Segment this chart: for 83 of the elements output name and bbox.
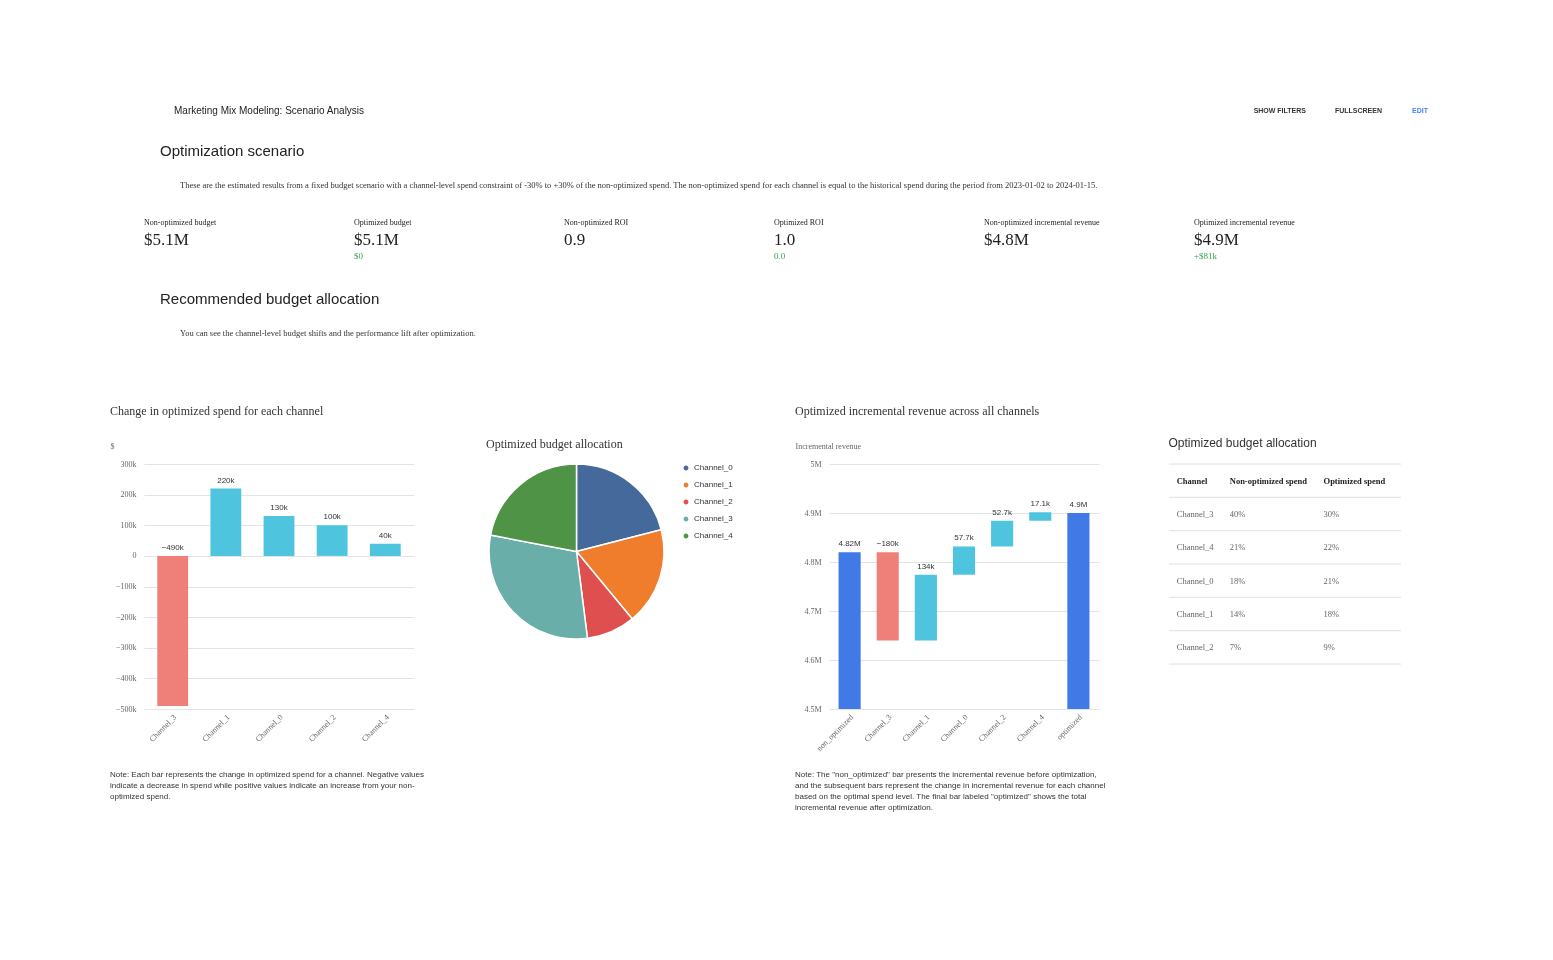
legend-label: Channel_0 — [694, 463, 734, 472]
y-tick-label: −200k — [115, 612, 137, 622]
text: Channel_2 — [1176, 642, 1214, 653]
data-label: 100k — [323, 512, 342, 522]
text: Recommended budget allocation — [160, 290, 380, 307]
chart-title: Change in optimized spend for each channel — [110, 404, 324, 418]
bar — [263, 516, 295, 556]
data-label: 17.1k — [1030, 499, 1052, 509]
y-tick-label: −400k — [115, 673, 137, 683]
text: Optimized budget — [354, 218, 413, 227]
text: 9% — [1323, 642, 1335, 653]
y-tick-label: 200k — [120, 490, 137, 500]
text: 21% — [1323, 575, 1340, 586]
text: Non-optimized ROI — [564, 218, 629, 227]
text: $4.8M — [984, 230, 1029, 249]
text: Marketing Mix Modeling: Scenario Analysis — [174, 105, 365, 116]
data-label: 134k — [917, 561, 936, 571]
bar — [157, 555, 189, 706]
data-label: 40k — [378, 530, 393, 540]
y-tick-label: 5M — [810, 459, 822, 469]
text: Optimization scenario — [160, 142, 305, 159]
y-axis-title: $ — [110, 441, 115, 451]
bar — [210, 488, 242, 556]
text: 7% — [1229, 642, 1242, 653]
text: 1.0 — [774, 230, 796, 249]
y-tick-label: −300k — [115, 643, 137, 653]
text: 22% — [1323, 542, 1340, 553]
bar — [316, 525, 348, 556]
text: 14% — [1229, 609, 1246, 619]
legend-label: Channel_2 — [694, 497, 734, 506]
text: 18% — [1229, 575, 1246, 586]
y-tick-label: −500k — [115, 704, 137, 714]
data-label: 4.82M — [838, 539, 862, 549]
legend-label: Channel_3 — [694, 514, 734, 523]
y-tick-label: −100k — [115, 582, 137, 591]
text: $0 — [354, 251, 364, 261]
text: Non-optimized incremental revenue — [984, 218, 1100, 227]
data-label: 52.7k — [992, 507, 1013, 517]
text: Optimized incremental revenue — [1194, 218, 1296, 227]
y-tick-label: 4.9M — [804, 508, 822, 518]
text: Optimized budget allocation — [1168, 435, 1317, 450]
data-label: −490k — [161, 542, 185, 552]
category-label: Optimized spend — [1323, 475, 1386, 486]
y-tick-label: 4.6M — [804, 655, 822, 665]
bar — [369, 543, 401, 556]
text: Channel_3 — [1176, 509, 1214, 519]
text: You can see the channel-level budget shifts and the performance lift after optimization. — [180, 328, 476, 338]
y-axis-title: Incremental revenue — [795, 441, 862, 451]
data-label: −180k — [876, 539, 900, 549]
legend-label: Channel_4 — [694, 531, 734, 540]
chart-title: Optimized incremental revenue across all channels — [795, 404, 1040, 418]
text: 40% — [1229, 509, 1246, 519]
data-label: 130k — [270, 503, 289, 513]
text: Note: The "non_optimized" bar presents the incremental revenue before optimization, and the subsequent bars represent the change in incremental revenue for each channel based on the optimal spend level. The final bar labeled "optimized" shows the total incremental revenue after optimization. — [795, 770, 1106, 812]
text: Channel_4 — [1176, 542, 1215, 553]
text: Optimized ROI — [774, 218, 824, 227]
text: 30% — [1323, 509, 1340, 519]
text: 21% — [1229, 542, 1246, 553]
text: 0.0 — [774, 251, 786, 261]
y-tick-label: 4.5M — [804, 704, 822, 714]
category-label: Channel — [1176, 475, 1209, 486]
text: Channel_1 — [1176, 609, 1214, 619]
data-label: 57.7k — [954, 533, 975, 543]
category-label: Non-optimized spend — [1229, 475, 1308, 486]
text: $4.9M — [1194, 230, 1239, 249]
text: Channel_0 — [1176, 575, 1214, 586]
text: 0.9 — [564, 230, 586, 249]
legend-label: Channel_1 — [694, 480, 734, 489]
data-label: 220k — [217, 475, 236, 485]
text: Non-optimized budget — [144, 218, 217, 227]
y-tick-label: 300k — [120, 459, 137, 469]
text: Note: Each bar represents the change in optimized spend for a channel. Negative values indicate a decrease in spend while positive values indicate an increase from your non-optimized spend. — [110, 770, 424, 801]
text: +$81k — [1194, 251, 1218, 261]
y-tick-label: 0 — [132, 551, 137, 561]
data-label: 4.9M — [1069, 500, 1088, 509]
text: 18% — [1323, 609, 1340, 619]
text: $5.1M — [354, 230, 399, 249]
y-tick-label: 100k — [120, 520, 137, 530]
text: These are the estimated results from a fixed budget scenario with a channel-level spend constraint of -30% to +30% of the non-optimized spend. The non-optimized spend for each channel is equal to the historical spend during the period from 2023-01-02 to 2024-01-15. — [180, 180, 1098, 190]
y-tick-label: 4.8M — [804, 557, 822, 567]
text: $5.1M — [144, 230, 189, 249]
y-tick-label: 4.7M — [804, 606, 822, 616]
chart-title: Optimized budget allocation — [486, 437, 623, 451]
